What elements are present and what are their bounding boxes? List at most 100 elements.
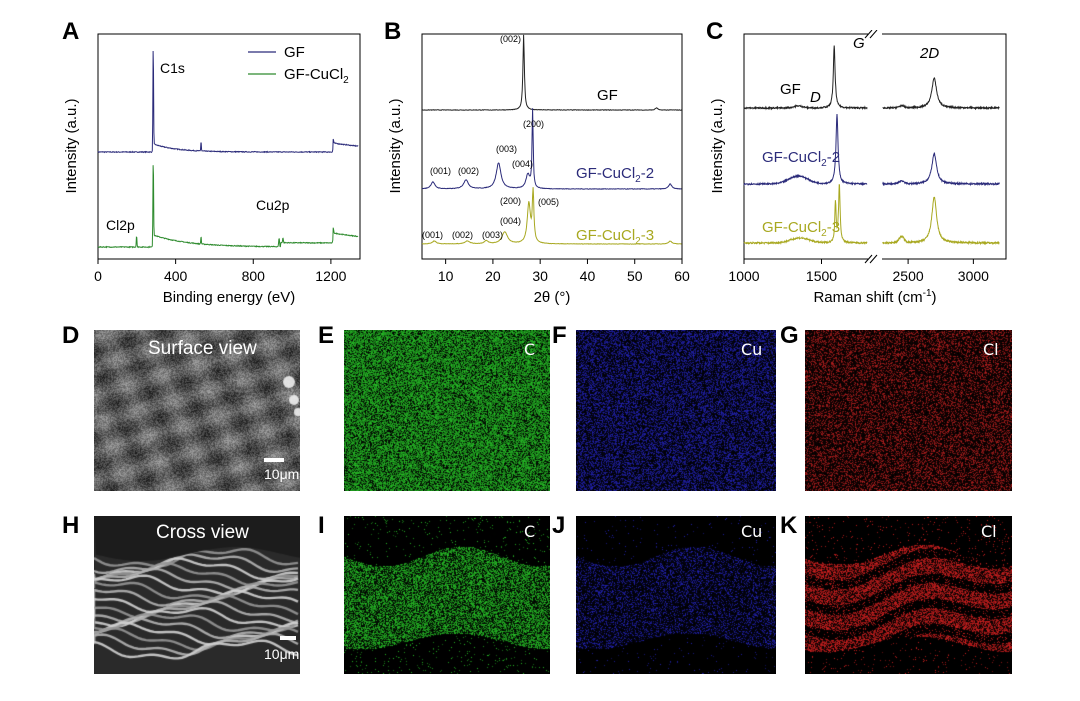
- annotation-cu2p: Cu2p: [256, 197, 290, 213]
- band-label-g: G: [853, 35, 865, 52]
- series-line-gf-cucl2-2: [421, 108, 682, 190]
- x-axis-ticks: 0 400 800 1200: [94, 259, 347, 284]
- eds-map-chlorine-surface: Cl: [805, 330, 1012, 496]
- panel-letter-g: G: [780, 322, 799, 349]
- sem-surface-label: Surface view: [148, 338, 257, 359]
- x-tick-label: 2500: [893, 268, 924, 284]
- annotation-cl2p: Cl2p: [106, 217, 135, 233]
- raman-chart: 1000 1500 2500 3000 GF D G 2D GF-CuCl2-2 GF…: [709, 30, 1007, 306]
- panel-letter-a: A: [62, 18, 80, 45]
- peak-label: (004): [500, 216, 521, 226]
- annotation-c1s: C1s: [160, 60, 185, 76]
- scale-bar: [280, 636, 296, 640]
- scale-bar-label: 10μm: [264, 466, 300, 482]
- y-axis-label: Intensity (a.u.): [709, 98, 726, 193]
- peak-label: (200): [500, 196, 521, 206]
- axis-break-mark: [864, 30, 873, 39]
- series-line-gf-cucl2-3: [882, 196, 1000, 246]
- x-tick-label: 1500: [806, 268, 837, 284]
- eds-map-chlorine-cross: Cl: [805, 516, 1012, 679]
- axis-break-mark: [869, 254, 878, 264]
- series-label-gf-cucl2-3: GF-CuCl2-3: [762, 219, 840, 239]
- panel-letter-d: D: [62, 322, 80, 349]
- scale-bar-label: 10μm: [264, 646, 300, 662]
- panel-letter-j: J: [552, 512, 566, 539]
- axis-break-top: [868, 30, 882, 38]
- peak-label: (200): [523, 119, 544, 129]
- eds-map-canvas: [344, 516, 550, 674]
- element-label-cu: Cu: [741, 522, 763, 541]
- x-tick-label: 800: [242, 268, 266, 284]
- x-tick-label: 50: [627, 268, 643, 284]
- x-tick-label: 0: [94, 268, 102, 284]
- band-label-2d: 2D: [919, 45, 939, 62]
- band-label-d: D: [810, 89, 821, 106]
- series-line-gf-cucl2-3: [743, 184, 868, 246]
- axis-break-mark: [864, 254, 873, 264]
- legend-label-gf-cucl2: GF-CuCl2: [284, 66, 349, 86]
- eds-map-copper-cross: Cu: [576, 516, 776, 679]
- y-axis-label: Intensity (a.u.): [63, 98, 80, 193]
- panel-letter-k: K: [780, 512, 798, 539]
- panel-letter-e: E: [318, 322, 335, 349]
- eds-map-carbon-surface: C: [344, 330, 550, 496]
- x-axis-label: Binding energy (eV): [163, 289, 296, 306]
- eds-map-canvas: [576, 516, 776, 674]
- peak-label: (005): [538, 197, 559, 207]
- x-tick-label: 1000: [728, 268, 759, 284]
- series-label-gf: GF: [780, 81, 801, 98]
- x-axis-label: Raman shift (cm-1): [813, 288, 936, 306]
- eds-map-canvas: [576, 330, 776, 491]
- peak-label: (002): [452, 230, 473, 240]
- axis-break-bottom: [868, 255, 882, 263]
- panel-letter-f: F: [552, 322, 567, 349]
- x-tick-label: 10: [438, 268, 454, 284]
- peak-label: (002): [500, 34, 521, 44]
- xps-survey-chart: 0 400 800 1200 C1s Cl2p Cu2p GF GF-CuCl2 Bi…: [63, 33, 361, 306]
- x-axis-ticks: 10 20 30 40 50 60: [438, 259, 690, 284]
- eds-map-canvas: [805, 330, 1012, 491]
- peak-label: (001): [422, 230, 443, 240]
- peak-label: (003): [496, 144, 517, 154]
- eds-map-copper-surface: Cu: [576, 330, 776, 496]
- sem-surface-image: Surface view 10μm: [94, 330, 300, 496]
- series-line-gf-cucl2-3: [421, 187, 682, 245]
- panel-letter-b: B: [384, 18, 402, 45]
- x-tick-label: 1200: [315, 268, 346, 284]
- peak-labels: (002) (001) (002) (003) (004) (200) (001) (002)…: [422, 34, 559, 240]
- series-line-gf-cucl2: [97, 165, 359, 249]
- peak-label: (004): [512, 159, 533, 169]
- element-label-cu: Cu: [741, 340, 763, 359]
- x-tick-label: 40: [580, 268, 596, 284]
- x-axis-label: 2θ (°): [534, 289, 571, 306]
- element-label-cl: Cl: [981, 522, 997, 541]
- series-label-gf: GF: [597, 87, 618, 104]
- peak-label: (002): [458, 166, 479, 176]
- series-label-gf-cucl2-3: GF-CuCl2-3: [576, 227, 654, 247]
- x-axis-ticks: 1000 1500 2500 3000: [728, 259, 989, 284]
- series-line-gf-cucl2-2: [882, 151, 1000, 187]
- xrd-chart: 10 20 30 40 50 60 (002) (001) (002) (003) (004) (2…: [387, 33, 690, 306]
- element-label-cl: Cl: [983, 340, 999, 359]
- x-tick-label: 3000: [958, 268, 989, 284]
- series-line-gf: [97, 50, 359, 154]
- x-tick-label: 30: [532, 268, 548, 284]
- chart-b-frame: [421, 33, 683, 260]
- eds-map-canvas: [344, 330, 550, 491]
- x-tick-label: 60: [674, 268, 690, 284]
- series-line-gf: [882, 77, 1000, 111]
- eds-map-carbon-cross: C: [344, 516, 550, 679]
- x-tick-label: 20: [485, 268, 501, 284]
- sem-cross-canvas: [94, 516, 300, 674]
- element-label-c: C: [524, 522, 536, 541]
- series-label-gf-cucl2-2: GF-CuCl2-2: [762, 149, 840, 169]
- scale-bar: [264, 458, 284, 462]
- panel-letter-c: C: [706, 18, 724, 45]
- element-label-c: C: [524, 340, 536, 359]
- sem-surface-canvas: [94, 330, 300, 491]
- eds-map-canvas: [805, 516, 1012, 674]
- sem-cross-image: Cross view 10μm: [94, 516, 300, 679]
- series-line-gf: [743, 45, 868, 111]
- panel-letter-h: H: [62, 512, 80, 539]
- peak-label: (001): [430, 166, 451, 176]
